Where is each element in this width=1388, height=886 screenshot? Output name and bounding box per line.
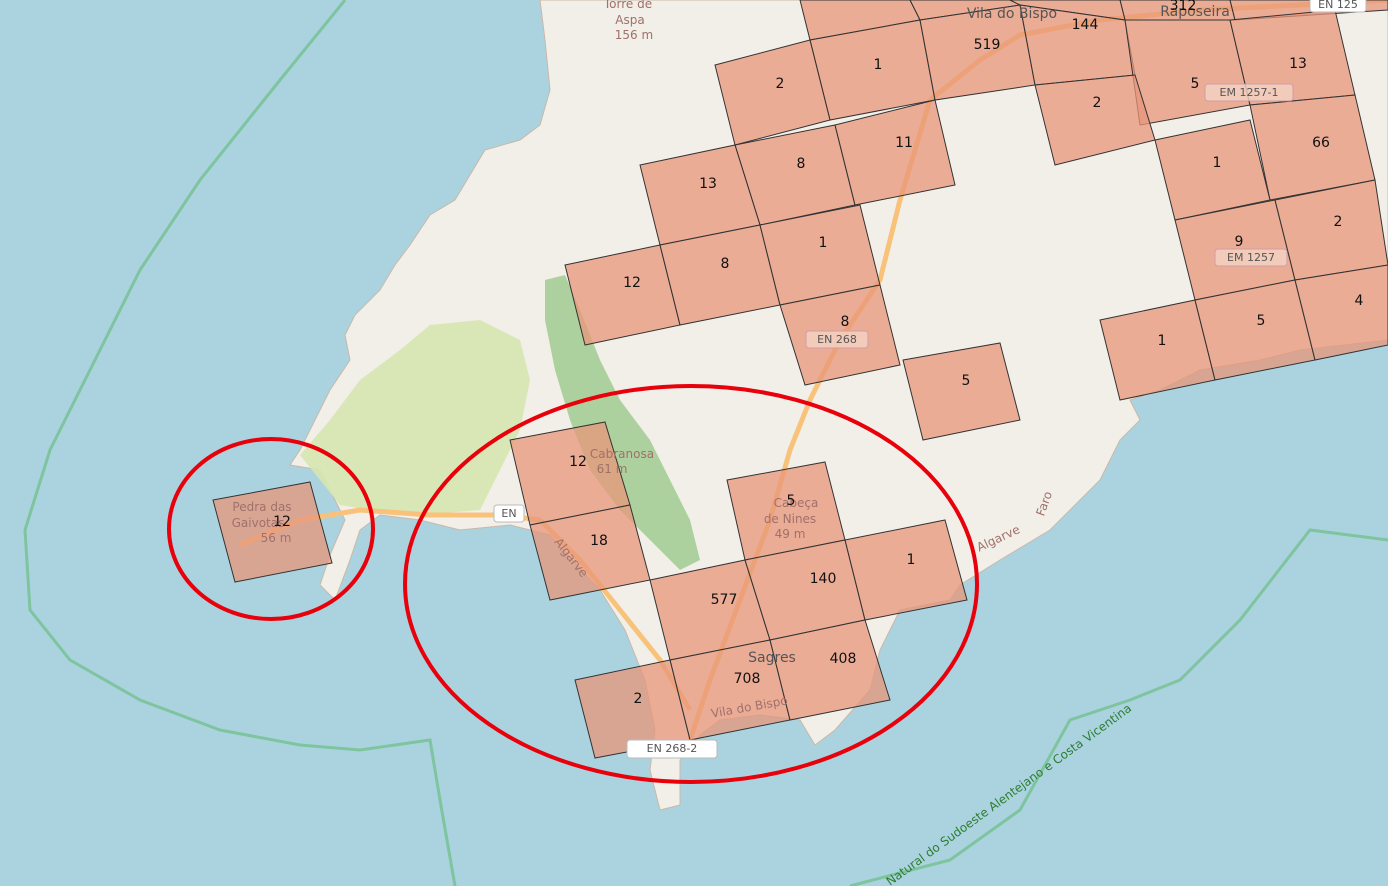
place-label-cabranosa-1: Cabranosa [590,447,654,461]
place-label-torre-de-aspa-1: Torre de [603,0,652,11]
place-label-cabeca-de-nines-3: 49 m [775,527,806,541]
cell-count: 1 [1158,333,1167,349]
cell-count: 5 [962,373,971,389]
place-label-cabeca-de-nines-2: de Nines [764,512,816,526]
cell-count: 312 [1170,0,1197,14]
cell-count: 11 [895,135,913,151]
grid-cell[interactable] [834,99,956,206]
park-boundary-line [849,528,1388,886]
highlight-circle-pedra-das-gaivotas [167,437,375,621]
cell-count: 708 [734,671,761,687]
place-label-pedra-das-gaivotas-2: Gaivotas [232,516,285,530]
grid-cell[interactable] [769,619,891,721]
cell-count: 8 [721,256,730,272]
cell-count: 12 [273,514,291,530]
cell-count: 4 [1355,293,1364,309]
cell-count: 18 [590,533,608,549]
cell-count: 2 [776,76,785,92]
highlight-circle-sagres [403,384,979,784]
grid-cell[interactable] [902,342,1021,441]
place-label-pedra-das-gaivotas-1: Pedra das [232,500,291,514]
density-grid [212,0,1388,759]
grid-cell[interactable] [212,481,333,583]
cell-count: 1 [874,57,883,73]
grid-cell[interactable] [1274,179,1388,281]
cell-count: 8 [841,314,850,330]
cell-count: 408 [830,651,857,667]
cell-count: 12 [569,454,587,470]
cell-count: 2 [1334,214,1343,230]
cell-count: 1 [1213,155,1222,171]
place-label-cabranosa-2: 61 m [597,462,628,476]
place-label-cabeca-de-nines-1: Cabeça [774,496,819,510]
cell-count: 66 [1312,135,1330,151]
cell-count: 1 [907,552,916,568]
svg-text:EN 268: EN 268 [817,333,857,346]
grid-cell[interactable] [714,39,831,146]
cell-count: 2 [1093,95,1102,111]
cell-count: 140 [810,571,837,587]
place-label-vila-do-bispo: Vila do Bispo [967,6,1057,22]
road-shield-em1257-1: EM 1257-1 [1204,83,1294,102]
cell-count: 9 [1235,234,1244,250]
forest-area [545,275,700,570]
svg-text:EM 1257-1: EM 1257-1 [1220,86,1279,99]
road-shield-em1257: EM 1257 [1214,248,1288,267]
road-shield-en268: EN 268 [805,330,869,349]
svg-text:EM 1257: EM 1257 [1227,251,1275,264]
cell-count: 5 [1257,313,1266,329]
road-shield-en125: EN 125 [1309,0,1367,13]
park-area [300,320,530,515]
cell-count: 5 [1191,76,1200,92]
cell-count: 1 [819,235,828,251]
place-label-torre-de-aspa-3: 156 m [615,28,653,42]
grid-cell[interactable] [1154,119,1271,221]
road-shield-en268-2: EN 268-2 [626,739,718,759]
grid-cell[interactable] [1294,264,1388,361]
cell-count: 2 [634,691,643,707]
place-label-pedra-das-gaivotas-3: 56 m [261,531,292,545]
place-label-sagres: Sagres [748,650,796,666]
cell-count: 577 [711,592,738,608]
maritime-boundary-line [23,0,457,886]
svg-text:EN 125: EN 125 [1318,0,1358,11]
grid-cell[interactable] [844,519,968,621]
cell-count: 13 [1289,56,1307,72]
cell-count: 12 [623,275,641,291]
cell-count: 13 [699,176,717,192]
road-shield-en-partial: EN [493,504,525,523]
cell-count: 5 [787,493,796,509]
place-label-raposeira: Raposeira [1160,4,1230,20]
svg-text:EN: EN [501,507,516,520]
cell-count-labels: 312 144 519 1 2 13 5 2 8 11 13 66 1 12 8… [273,0,1363,707]
cell-count: 519 [974,37,1001,53]
road-shields: EN 125 EM 1257-1 EM 1257 EN 268 EN 268-2… [493,0,1367,759]
svg-text:EN 268-2: EN 268-2 [647,742,698,755]
place-label-torre-de-aspa-2: Aspa [615,13,644,27]
cell-count: 144 [1072,17,1099,33]
cell-count: 8 [797,156,806,172]
